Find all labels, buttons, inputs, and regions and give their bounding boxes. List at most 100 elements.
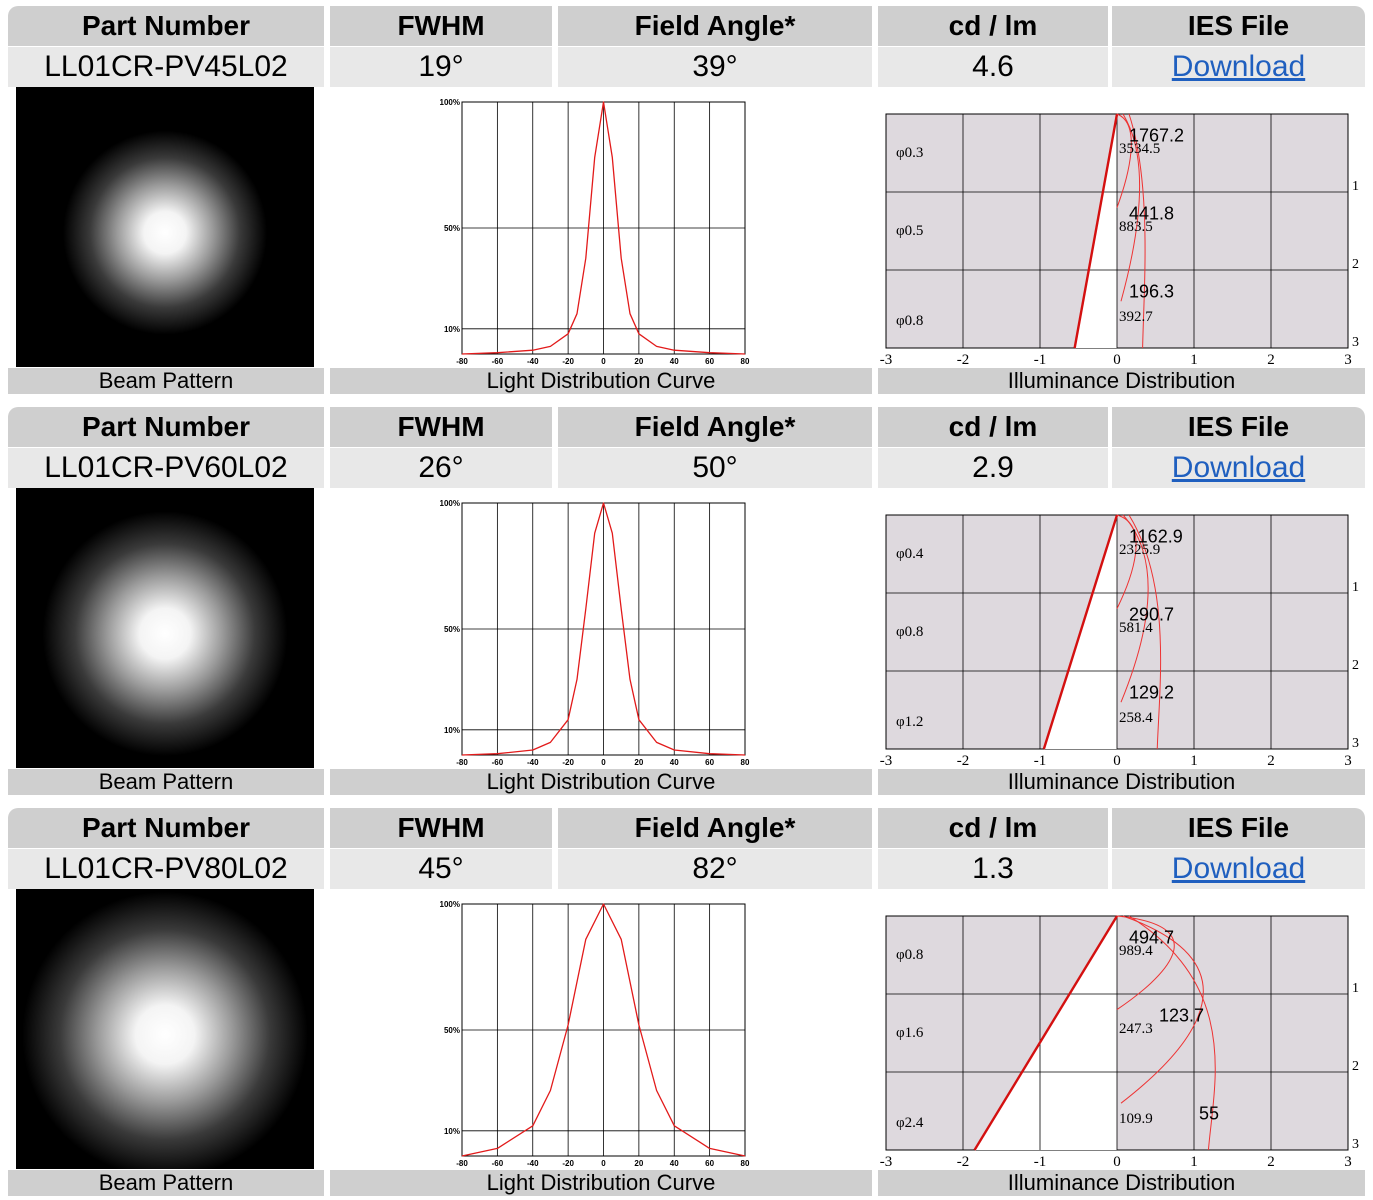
x-tick-label: 2 [1267, 753, 1275, 769]
x-tick-label: 20 [634, 758, 643, 767]
x-tick-label: -3 [880, 753, 893, 769]
x-tick-label: -40 [527, 357, 539, 366]
y-tick-label: 10% [444, 325, 460, 334]
header-field-angle: Field Angle* [558, 6, 872, 46]
light-distribution-chart: 100% 50% 10% -80 -60 -40 -20 0 20 40 60 80 [440, 98, 750, 366]
ies-download-link[interactable]: Download [1171, 50, 1306, 83]
product-section: Part Number FWHM Field Angle* cd / lm IE… [0, 6, 1373, 398]
cd-lm-value: 1.3 [878, 849, 1108, 889]
header-cd-lm: cd / lm [878, 6, 1108, 46]
light-distribution-chart: 100% 50% 10% -80 -60 -40 -20 0 20 40 60 80 [440, 499, 750, 767]
y-tick-label: 3 [1352, 335, 1359, 350]
header-ies-file: IES File [1112, 6, 1365, 46]
caption-illuminance: Illuminance Distribution [878, 1170, 1365, 1196]
header-fwhm: FWHM [330, 808, 552, 848]
y-tick-label: 10% [444, 726, 460, 735]
beam-cone [974, 916, 1117, 1150]
lux-value: 123.7 [1159, 1005, 1204, 1025]
lux-value: 441.8 [1129, 203, 1174, 223]
phi-label: φ0.8 [896, 313, 923, 329]
beam-edge [1042, 514, 1119, 750]
x-tick-label: 3 [1344, 352, 1352, 368]
y-tick-label: 3 [1352, 1137, 1359, 1152]
header-field-angle: Field Angle* [558, 808, 872, 848]
y-tick-label: 50% [444, 625, 460, 634]
lux-value: 1162.9 [1129, 526, 1183, 546]
lux-value: 1767.2 [1129, 125, 1184, 145]
illuminance-contour [1116, 113, 1132, 208]
header-fwhm: FWHM [330, 6, 552, 46]
x-tick-label: -1 [1034, 753, 1047, 769]
illuminance-chart: -3 -2 -1 0 1 2 3 1 2 3 φ0.4 φ0.8 φ1.2 2325.9 581.4 258.… [880, 514, 1359, 769]
x-tick-label: 80 [741, 1159, 750, 1168]
y-tick-label: 1 [1352, 580, 1359, 595]
x-tick-label: 2 [1267, 1154, 1275, 1170]
x-tick-label: 0 [601, 1159, 606, 1168]
illuminance-contour [1120, 113, 1141, 302]
beam-glow [16, 488, 314, 768]
x-tick-label: -1 [1034, 1154, 1047, 1170]
x-tick-label: -3 [880, 1154, 893, 1170]
x-tick-label: 0 [601, 357, 606, 366]
y-tick-label: 2 [1352, 658, 1359, 673]
header-ies-file: IES File [1112, 407, 1365, 447]
x-tick-label: -80 [456, 1159, 468, 1168]
x-tick-label: 40 [670, 357, 679, 366]
ies-download-cell: Download [1112, 448, 1365, 488]
beam-pattern-image [16, 87, 314, 367]
x-tick-label: -2 [957, 1154, 970, 1170]
y-tick-label: 100% [440, 900, 460, 909]
x-tick-label: 1 [1190, 753, 1198, 769]
ies-download-link[interactable]: Download [1171, 852, 1306, 885]
x-tick-label: 1 [1190, 352, 1198, 368]
y-tick-label: 50% [444, 224, 460, 233]
x-tick-label: -60 [492, 357, 504, 366]
cd-lm-value: 4.6 [878, 47, 1108, 87]
x-tick-label: 20 [634, 1159, 643, 1168]
field-angle-value: 50° [558, 448, 872, 488]
beam-cone [1043, 515, 1117, 749]
y-tick-label: 1 [1352, 179, 1359, 194]
header-cd-lm: cd / lm [878, 808, 1108, 848]
distribution-curve [461, 502, 746, 756]
beam-edge [973, 915, 1119, 1151]
field-angle-value: 82° [558, 849, 872, 889]
x-tick-label: 3 [1344, 753, 1352, 769]
illuminance-contour [1120, 915, 1204, 1104]
part-number-value: LL01CR-PV45L02 [8, 47, 324, 87]
x-tick-label: 0 [1113, 352, 1121, 368]
phi-label: φ0.5 [896, 223, 923, 239]
header-part-number: Part Number [8, 407, 324, 447]
product-section: Part Number FWHM Field Angle* cd / lm IE… [0, 407, 1373, 799]
fwhm-value: 45° [330, 849, 552, 889]
x-tick-label: 1 [1190, 1154, 1198, 1170]
lux-label: 109.9 [1119, 1111, 1153, 1127]
caption-light-distribution: Light Distribution Curve [330, 1170, 872, 1196]
x-tick-label: -60 [492, 758, 504, 767]
phi-label: φ0.4 [896, 546, 924, 562]
illuminance-contour [1116, 514, 1137, 609]
header-ies-file: IES File [1112, 808, 1365, 848]
lux-label: 989.4 [1119, 943, 1153, 959]
ies-download-cell: Download [1112, 849, 1365, 889]
x-tick-label: 60 [705, 357, 714, 366]
y-tick-label: 100% [440, 98, 460, 107]
header-part-number: Part Number [8, 6, 324, 46]
x-tick-label: -20 [562, 1159, 574, 1168]
y-tick-label: 2 [1352, 1059, 1359, 1074]
ies-download-link[interactable]: Download [1171, 451, 1306, 484]
x-tick-label: -20 [562, 758, 574, 767]
x-tick-label: -80 [456, 357, 468, 366]
fwhm-value: 26° [330, 448, 552, 488]
beam-edge [1073, 113, 1119, 349]
caption-beam-pattern: Beam Pattern [8, 1170, 324, 1196]
x-tick-label: -40 [527, 758, 539, 767]
field-angle-value: 39° [558, 47, 872, 87]
header-fwhm: FWHM [330, 407, 552, 447]
beam-glow [16, 889, 314, 1169]
x-tick-label: 0 [1113, 753, 1121, 769]
lux-label: 581.4 [1119, 620, 1153, 636]
illuminance-contour [1120, 514, 1149, 703]
x-tick-label: 60 [705, 1159, 714, 1168]
lux-value: 129.2 [1129, 682, 1174, 702]
